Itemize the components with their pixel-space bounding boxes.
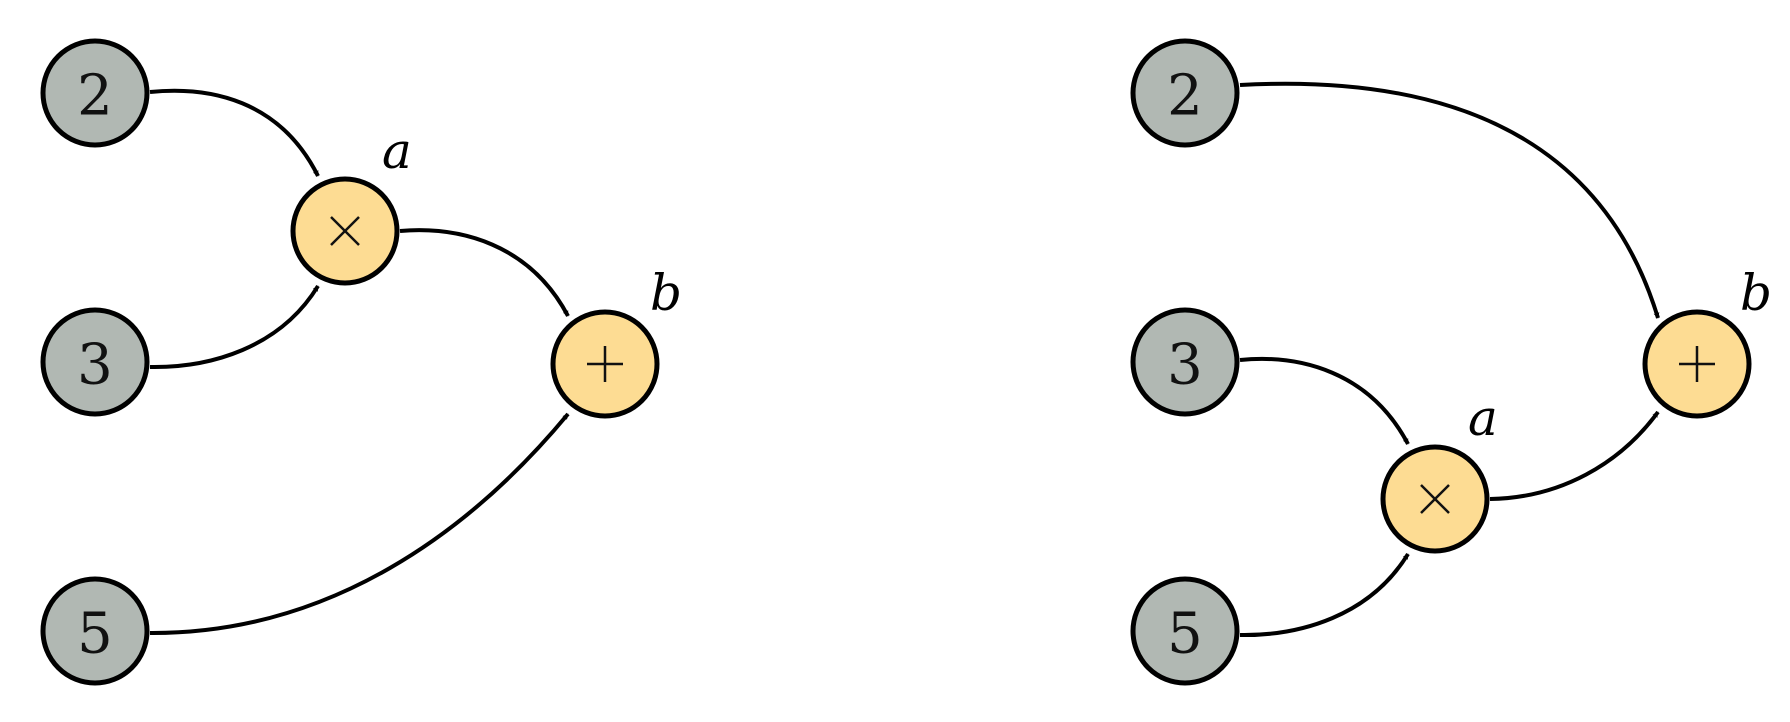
left-graph: 2 3 5 a b <box>40 38 682 686</box>
right-input-node-3: 3 <box>1130 307 1240 417</box>
left-label-b: b <box>650 264 682 322</box>
left-input-value-3: 3 <box>77 333 113 398</box>
right-edge-5-to-a <box>1239 552 1410 638</box>
right-edge-a-to-b <box>1489 410 1660 501</box>
multiply-icon <box>330 216 360 246</box>
right-plus-node <box>1642 309 1752 419</box>
right-input-value-3: 3 <box>1167 333 1203 398</box>
right-input-value-2: 2 <box>1167 64 1203 129</box>
plus-icon <box>1679 346 1715 382</box>
left-input-value-5: 5 <box>77 602 113 667</box>
left-input-node-3: 3 <box>40 307 150 417</box>
right-edge-3-to-a <box>1239 356 1410 445</box>
left-input-node-2: 2 <box>40 38 150 148</box>
left-edge-5-to-b <box>149 412 570 636</box>
right-label-a: a <box>1468 389 1498 447</box>
left-input-node-5: 5 <box>40 576 150 686</box>
left-edge-2-to-a <box>149 88 320 177</box>
right-label-b: b <box>1740 264 1772 322</box>
left-input-value-2: 2 <box>77 64 113 129</box>
right-edge-2-to-b <box>1239 81 1660 319</box>
left-edge-3-to-a <box>149 284 320 370</box>
left-multiply-node <box>290 176 400 286</box>
right-input-node-2: 2 <box>1130 38 1240 148</box>
plus-icon <box>587 346 623 382</box>
left-plus-node <box>550 309 660 419</box>
right-multiply-node <box>1380 444 1490 554</box>
left-edge-a-to-b <box>399 228 570 317</box>
right-input-node-5: 5 <box>1130 576 1240 686</box>
right-graph: 2 3 5 a b <box>1130 38 1772 686</box>
multiply-icon <box>1420 484 1450 514</box>
right-input-value-5: 5 <box>1167 602 1203 667</box>
left-label-a: a <box>382 122 412 180</box>
